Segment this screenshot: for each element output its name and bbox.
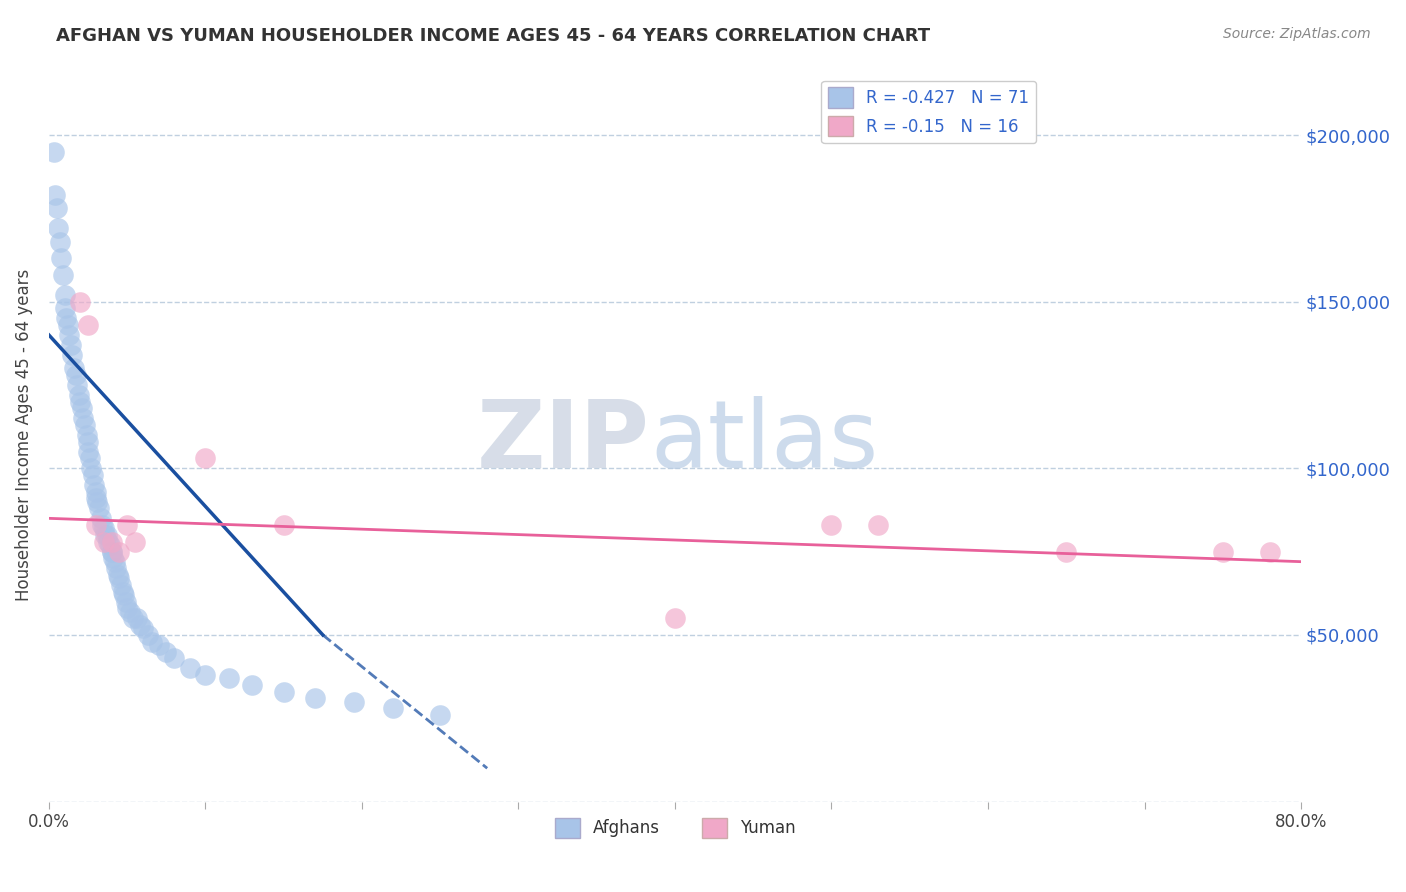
Point — [120, 605, 142, 619]
Point — [104, 555, 127, 569]
Point — [70, 401, 93, 416]
Point — [80, 461, 103, 475]
Point — [72, 411, 94, 425]
Point — [1212, 544, 1234, 558]
Point — [69, 294, 91, 309]
Point — [77, 444, 100, 458]
Point — [44, 188, 66, 202]
Point — [87, 501, 110, 516]
Point — [48, 221, 70, 235]
Point — [108, 544, 131, 558]
Point — [76, 428, 98, 442]
Point — [51, 252, 73, 266]
Point — [93, 534, 115, 549]
Point — [108, 571, 131, 585]
Point — [163, 651, 186, 665]
Point — [273, 684, 295, 698]
Point — [141, 634, 163, 648]
Point — [90, 511, 112, 525]
Point — [1258, 544, 1281, 558]
Point — [69, 394, 91, 409]
Point — [86, 494, 108, 508]
Point — [83, 478, 105, 492]
Point — [82, 468, 104, 483]
Point — [84, 491, 107, 506]
Point — [194, 668, 217, 682]
Point — [55, 311, 77, 326]
Point — [107, 568, 129, 582]
Point — [49, 235, 72, 249]
Point — [115, 601, 138, 615]
Point — [100, 544, 122, 558]
Point — [100, 534, 122, 549]
Point — [91, 518, 114, 533]
Point — [218, 671, 240, 685]
Point — [101, 551, 124, 566]
Point — [67, 388, 90, 402]
Point — [56, 318, 79, 332]
Point — [124, 534, 146, 549]
Text: Source: ZipAtlas.com: Source: ZipAtlas.com — [1223, 27, 1371, 41]
Point — [179, 661, 201, 675]
Text: AFGHAN VS YUMAN HOUSEHOLDER INCOME AGES 45 - 64 YEARS CORRELATION CHART: AFGHAN VS YUMAN HOUSEHOLDER INCOME AGES … — [56, 27, 931, 45]
Point — [382, 701, 405, 715]
Point — [664, 611, 686, 625]
Point — [73, 418, 96, 433]
Point — [66, 378, 89, 392]
Point — [42, 145, 65, 159]
Point — [820, 518, 842, 533]
Text: ZIP: ZIP — [477, 396, 650, 489]
Point — [111, 584, 134, 599]
Point — [96, 528, 118, 542]
Point — [136, 628, 159, 642]
Point — [77, 318, 100, 332]
Point — [65, 368, 87, 382]
Point — [97, 534, 120, 549]
Point — [304, 691, 326, 706]
Point — [77, 434, 100, 449]
Point — [79, 451, 101, 466]
Point — [114, 594, 136, 608]
Point — [115, 518, 138, 533]
Point — [868, 518, 890, 533]
Point — [110, 578, 132, 592]
Point — [242, 678, 264, 692]
Y-axis label: Householder Income Ages 45 - 64 years: Householder Income Ages 45 - 64 years — [15, 268, 32, 601]
Point — [53, 301, 76, 316]
Point — [98, 538, 121, 552]
Point — [155, 645, 177, 659]
Point — [122, 611, 145, 625]
Point — [125, 611, 148, 625]
Point — [84, 484, 107, 499]
Point — [343, 695, 366, 709]
Point — [148, 638, 170, 652]
Point — [93, 521, 115, 535]
Point — [59, 338, 82, 352]
Point — [63, 361, 86, 376]
Point — [105, 561, 128, 575]
Point — [52, 268, 75, 282]
Point — [62, 348, 84, 362]
Point — [94, 528, 117, 542]
Point — [429, 708, 451, 723]
Text: atlas: atlas — [650, 396, 879, 489]
Point — [100, 544, 122, 558]
Legend: Afghans, Yuman: Afghans, Yuman — [548, 811, 803, 845]
Point — [273, 518, 295, 533]
Point — [1054, 544, 1077, 558]
Point — [112, 588, 135, 602]
Point — [84, 518, 107, 533]
Point — [58, 328, 80, 343]
Point — [53, 288, 76, 302]
Point — [45, 202, 67, 216]
Point — [128, 618, 150, 632]
Point — [194, 451, 217, 466]
Point — [132, 621, 155, 635]
